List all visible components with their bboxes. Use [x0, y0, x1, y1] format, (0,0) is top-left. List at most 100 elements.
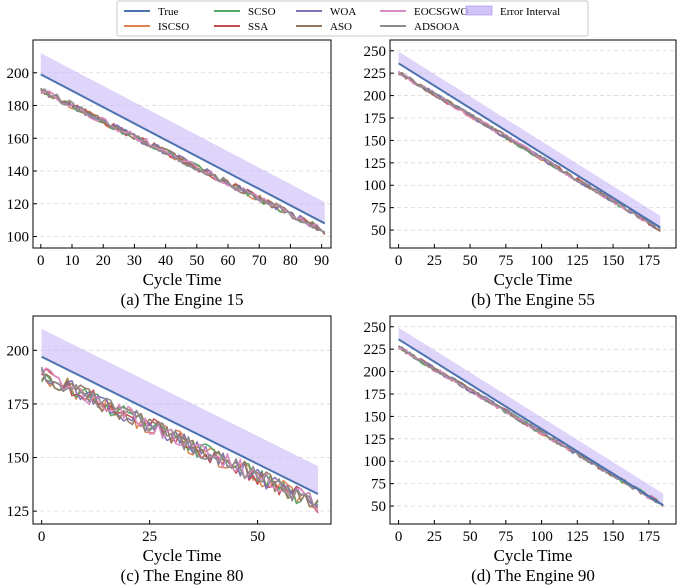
x-tick-label: 100	[530, 253, 553, 269]
legend-entry: ADSOOA	[380, 21, 460, 33]
plot-area	[40, 53, 326, 236]
x-tick-label: 60	[221, 253, 236, 269]
legend-entry: EOCSGWO	[380, 6, 468, 18]
legend-label: Error Interval	[500, 6, 560, 18]
error-interval-band	[398, 327, 664, 506]
y-tick-label: 150	[7, 451, 30, 467]
y-tick-label: 175	[364, 111, 387, 127]
legend-label: SSA	[248, 21, 268, 33]
legend-label: EOCSGWO	[414, 6, 468, 18]
x-tick-label: 75	[498, 253, 513, 269]
panel-caption: (a) The Engine 15	[121, 290, 244, 309]
panel-caption: (b) The Engine 55	[471, 290, 595, 309]
x-tick-label: 40	[158, 253, 173, 269]
x-tick-label: 0	[395, 253, 403, 269]
y-tick-label: 125	[364, 156, 387, 172]
x-tick-label: 25	[142, 529, 157, 545]
x-tick-label: 50	[463, 529, 478, 545]
x-tick-label: 50	[189, 253, 204, 269]
x-axis-label: Cycle Time	[494, 546, 573, 565]
y-tick-label: 100	[364, 178, 387, 194]
legend: True ISCSO SCSO SSA WOA ASO EOCSGWO ADSOOA Error…	[116, 0, 589, 37]
legend-entry: True	[124, 6, 178, 18]
y-tick-label: 225	[364, 66, 387, 82]
plot-area	[397, 51, 661, 233]
y-tick-label: 140	[7, 164, 30, 180]
panel-caption: (d) The Engine 90	[471, 566, 595, 585]
y-tick-label: 200	[7, 343, 30, 359]
y-tick-label: 150	[364, 133, 387, 149]
error-interval-band	[41, 328, 319, 494]
legend-label: ASO	[330, 21, 352, 33]
x-tick-label: 150	[602, 529, 625, 545]
series-line-ssa	[41, 367, 319, 514]
legend-entry: ISCSO	[124, 21, 189, 33]
chart-panel: 0 10 20 30 40 50 60 70 80 90 100 120 140 160 180 200 Cyc…	[7, 39, 332, 309]
chart-panel: 0 25 50 125 150 175 200 Cycle Time(c) The Engin…	[7, 315, 332, 585]
chart-panel: 0 25 50 75 100 125 150 175 50 75 100 125 150 175 200 22…	[364, 39, 677, 309]
y-tick-label: 180	[7, 99, 30, 115]
series-line-adsooa	[40, 366, 319, 507]
legend-label: WOA	[330, 6, 356, 18]
axes-frame	[389, 39, 677, 249]
x-tick-label: 20	[96, 253, 111, 269]
x-axis-label: Cycle Time	[143, 270, 222, 289]
x-tick-label: 75	[498, 529, 513, 545]
x-tick-label: 150	[602, 253, 625, 269]
x-tick-label: 100	[530, 529, 553, 545]
x-tick-label: 175	[638, 253, 661, 269]
legend-label: SCSO	[248, 6, 276, 18]
x-tick-label: 10	[65, 253, 80, 269]
x-axis-label: Cycle Time	[143, 546, 222, 565]
y-tick-label: 125	[364, 432, 387, 448]
y-tick-label: 175	[7, 397, 30, 413]
x-tick-label: 80	[283, 253, 298, 269]
true-line	[41, 355, 319, 495]
y-tick-label: 75	[371, 477, 386, 493]
plot-area	[40, 328, 319, 514]
y-tick-label: 100	[7, 230, 30, 246]
y-tick-label: 160	[7, 131, 30, 147]
x-tick-label: 0	[37, 253, 45, 269]
x-tick-label: 50	[463, 253, 478, 269]
series-line-adsooa	[40, 88, 325, 233]
true-line	[398, 62, 661, 229]
error-interval-band	[40, 53, 325, 224]
x-tick-label: 25	[427, 253, 442, 269]
axes-frame	[32, 39, 332, 249]
axes-frame	[32, 315, 332, 525]
y-tick-label: 150	[364, 409, 387, 425]
y-tick-label: 200	[364, 365, 387, 381]
series-line-adsooa	[398, 346, 664, 506]
plot-area	[397, 327, 664, 508]
x-tick-label: 0	[395, 529, 403, 545]
true-line	[398, 338, 664, 507]
y-tick-label: 225	[364, 342, 387, 358]
true-line	[40, 73, 326, 225]
y-tick-label: 200	[7, 66, 30, 82]
legend-entry: Error Interval	[465, 5, 560, 18]
x-tick-label: 0	[38, 529, 46, 545]
y-tick-label: 200	[364, 89, 387, 105]
chart-panel: 0 25 50 75 100 125 150 175 50 75 100 125 150 175 200 22…	[364, 315, 677, 585]
legend-label: True	[158, 6, 178, 18]
y-tick-label: 250	[364, 320, 387, 336]
x-tick-label: 175	[638, 529, 661, 545]
error-interval-band	[398, 51, 661, 228]
y-tick-label: 50	[371, 223, 386, 239]
legend-swatch-band	[465, 5, 493, 16]
legend-label: ADSOOA	[414, 21, 460, 33]
y-tick-label: 75	[371, 201, 386, 217]
legend-entry: ASO	[296, 21, 352, 33]
y-tick-label: 100	[364, 454, 387, 470]
series-line-eocsgwo	[41, 367, 319, 512]
series-line-adsooa	[398, 73, 661, 231]
series-line-aso	[41, 373, 319, 507]
x-tick-label: 125	[566, 529, 589, 545]
axes-frame	[389, 315, 677, 525]
y-tick-label: 120	[7, 197, 30, 213]
y-tick-label: 125	[7, 504, 30, 520]
x-tick-label: 125	[566, 253, 589, 269]
y-tick-label: 50	[371, 499, 386, 515]
